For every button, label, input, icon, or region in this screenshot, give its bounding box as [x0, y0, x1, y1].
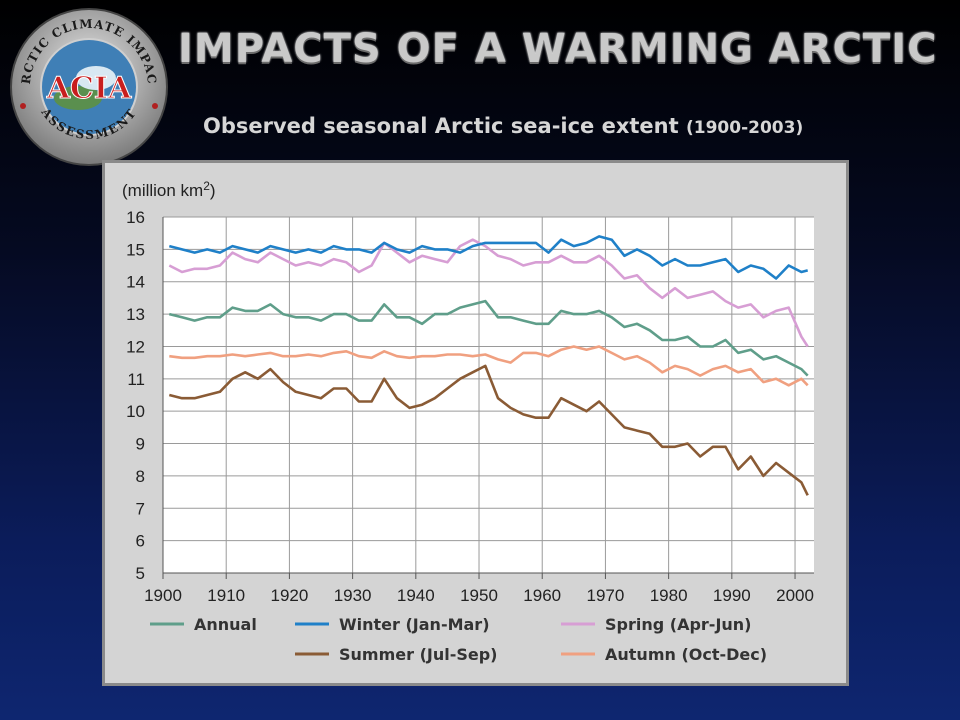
y-tick-label: 6	[136, 532, 145, 551]
x-tick-labels: 1900 1910 1920 1930 1940 1950 1960 1970 1980 1990…	[144, 586, 814, 605]
y-tick-label: 9	[136, 435, 145, 454]
chart-subtitle: Observed seasonal Arctic sea-ice extent …	[203, 114, 803, 138]
x-tick-label: 1990	[713, 586, 751, 605]
series-line-winter	[168, 235, 809, 280]
x-tick-label: 1950	[460, 586, 498, 605]
y-tick-label: 12	[126, 337, 145, 356]
series-line-spring	[168, 238, 809, 348]
x-tick-label: 1970	[587, 586, 625, 605]
series-lines	[168, 235, 809, 496]
y-tick-label: 10	[126, 402, 145, 421]
logo-ice-icon	[76, 66, 116, 90]
y-tick-label: 11	[127, 370, 145, 389]
y-tick-label: 15	[126, 240, 145, 259]
legend: Annual Winter (Jan-Mar) Spring (Apr-Jun) Su…	[150, 615, 767, 664]
plot-area	[163, 217, 814, 573]
subtitle-years: (1900-2003)	[685, 118, 804, 138]
y-tick-labels: 5 6 7 8 9 10 11 12 13 14 15 16	[126, 208, 145, 583]
x-tick-label: 1910	[207, 586, 245, 605]
legend-label: Winter (Jan-Mar)	[339, 615, 490, 634]
y-tick-label: 16	[126, 208, 145, 227]
chart-panel: (million km2) 5 6 7 8 9 10 11 12 13 14 15 16 1900 19…	[102, 160, 849, 686]
y-tick-label: 13	[126, 305, 145, 324]
logo-text-center: ACIA	[46, 71, 132, 106]
series-line-summer	[168, 364, 809, 496]
grid	[162, 216, 814, 579]
x-tick-label: 1920	[270, 586, 308, 605]
acia-logo: ARCTIC CLIMATE IMPACT ASSESSMENT ACIA	[8, 6, 168, 166]
y-tick-label: 8	[136, 467, 145, 486]
legend-label: Annual	[194, 615, 257, 634]
x-tick-label: 1900	[144, 586, 182, 605]
series-line-annual	[168, 299, 809, 377]
logo-land-icon	[54, 86, 102, 110]
logo-dot-left	[20, 103, 26, 109]
x-tick-label: 1980	[650, 586, 688, 605]
logo-dot-right	[152, 103, 158, 109]
x-tick-label: 2000	[776, 586, 814, 605]
subtitle-text: Observed seasonal Arctic sea-ice extent	[203, 114, 679, 138]
x-tick-label: 1930	[334, 586, 372, 605]
y-tick-label: 14	[126, 273, 145, 292]
page-title: IMPACTS OF A WARMING ARCTIC	[178, 26, 938, 72]
series-line-autumn	[169, 345, 809, 387]
y-axis-label: (million km2)	[122, 179, 216, 200]
legend-label: Spring (Apr-Jun)	[605, 615, 752, 634]
y-tick-label: 5	[136, 564, 145, 583]
x-tick-label: 1960	[523, 586, 561, 605]
legend-label: Autumn (Oct-Dec)	[605, 645, 767, 664]
legend-label: Summer (Jul-Sep)	[339, 645, 498, 664]
y-tick-label: 7	[136, 499, 145, 518]
x-tick-label: 1940	[397, 586, 435, 605]
